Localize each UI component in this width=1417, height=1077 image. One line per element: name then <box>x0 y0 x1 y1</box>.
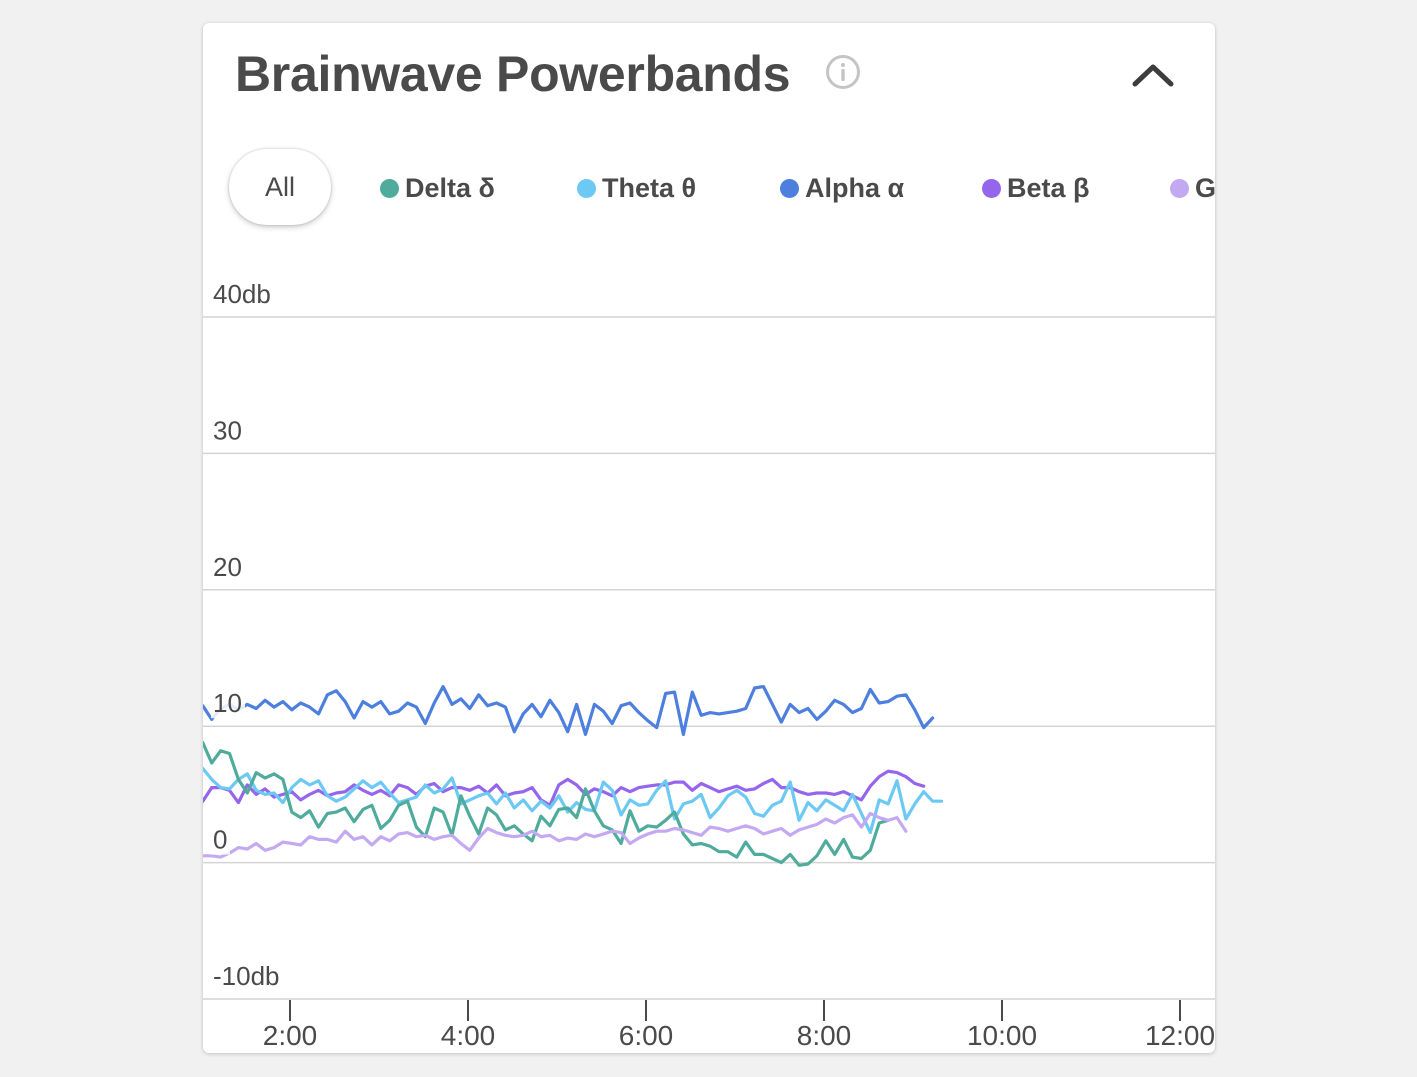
y-tick-label: 20 <box>213 552 242 582</box>
x-tick-label: 6:00 <box>619 1020 674 1051</box>
filter-all-button[interactable]: All <box>229 149 331 225</box>
filter-label: Beta β <box>1007 172 1090 203</box>
gamma-color-dot-icon <box>1170 178 1189 198</box>
y-tick-label: -10db <box>213 961 280 991</box>
filter-label: Theta θ <box>602 172 697 203</box>
y-tick-label: 10 <box>213 688 242 718</box>
y-axis-labels: 40db 30 20 10 0 -10db <box>211 279 280 991</box>
y-tick-label: 0 <box>213 825 227 855</box>
x-tick-label: 10:00 <box>967 1020 1037 1051</box>
series-line-theta <box>203 766 944 835</box>
y-tick-label: 30 <box>213 415 242 445</box>
info-circle-icon[interactable] <box>826 55 860 89</box>
filter-gamma-button[interactable]: G <box>1170 170 1215 206</box>
delta-color-dot-icon <box>380 178 399 198</box>
x-tick-label: 4:00 <box>441 1020 496 1051</box>
alpha-color-dot-icon <box>780 178 799 198</box>
card-title: Brainwave Powerbands <box>235 46 791 102</box>
x-tick-label: 2:00 <box>263 1020 318 1051</box>
band-filter-row: All Delta δ Theta θ Alpha α Beta β G <box>203 148 1215 228</box>
filter-alpha-button[interactable]: Alpha α <box>780 170 904 206</box>
filter-label: Delta δ <box>405 172 495 203</box>
beta-color-dot-icon <box>982 178 1001 198</box>
filter-beta-button[interactable]: Beta β <box>982 170 1090 206</box>
chart-gridlines <box>203 316 1215 1000</box>
chevron-up-icon <box>1132 64 1174 87</box>
filter-delta-button[interactable]: Delta δ <box>380 170 495 206</box>
powerbands-line-chart: 40db 30 20 10 0 -10db 2:00 4:00 6:00 8:00 10:00 12… <box>203 279 1215 1051</box>
series-line-beta <box>203 769 926 807</box>
x-tick-label: 8:00 <box>797 1020 852 1051</box>
x-tick-label: 12:00 <box>1145 1020 1215 1051</box>
series-line-g <box>203 811 908 859</box>
chart-series <box>203 684 944 867</box>
y-tick-label: 40db <box>213 279 271 309</box>
filter-label: Alpha α <box>805 172 905 203</box>
x-axis: 2:00 4:00 6:00 8:00 10:00 12:00 <box>263 1000 1215 1051</box>
powerbands-card: Brainwave Powerbands All Delta δ Theta θ… <box>203 23 1215 1053</box>
theta-color-dot-icon <box>577 178 596 198</box>
series-line-alpha <box>203 684 935 737</box>
collapse-button[interactable] <box>1123 53 1183 97</box>
filter-theta-button[interactable]: Theta θ <box>577 170 696 206</box>
series-line-delta <box>203 741 890 867</box>
filter-label: G <box>1195 172 1215 203</box>
